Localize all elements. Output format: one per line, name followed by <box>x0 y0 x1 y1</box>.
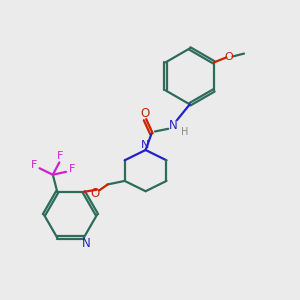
Text: O: O <box>224 52 233 61</box>
Text: F: F <box>57 152 64 161</box>
Text: N: N <box>141 140 149 150</box>
Text: N: N <box>169 119 178 132</box>
Text: F: F <box>31 160 37 170</box>
Text: F: F <box>69 164 76 175</box>
Text: H: H <box>181 127 188 137</box>
Text: O: O <box>91 187 100 200</box>
Text: N: N <box>82 237 91 250</box>
Text: O: O <box>140 107 150 120</box>
